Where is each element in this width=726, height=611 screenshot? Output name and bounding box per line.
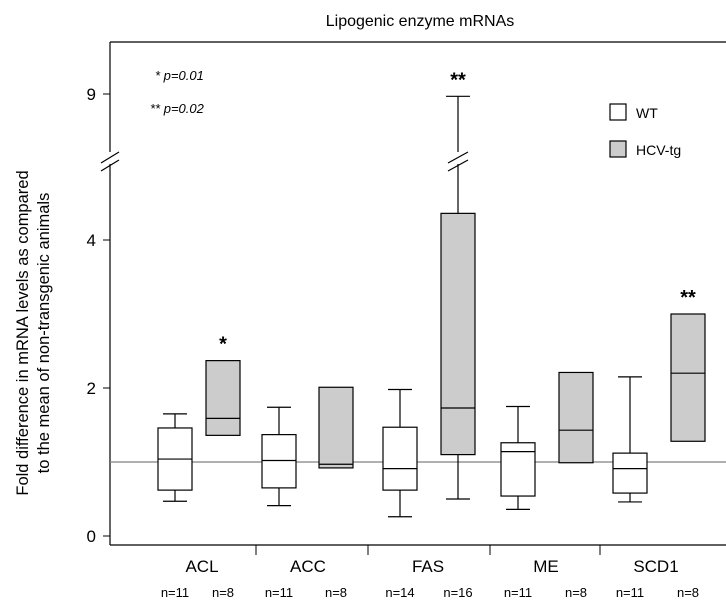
- box-acl-hcv-tg: [205, 360, 241, 436]
- box-body: [440, 212, 476, 456]
- box-body: [558, 371, 594, 464]
- y-tick-label: 0: [87, 527, 96, 546]
- box-body: [261, 434, 297, 489]
- sample-size-label: n=11: [161, 585, 189, 600]
- y-axis-label: Fold difference in mRNA levels as compar…: [14, 170, 53, 495]
- box-scd1-hcv-tg: [670, 313, 706, 442]
- box-body: [318, 386, 354, 469]
- category-label: ME: [533, 557, 559, 576]
- sample-size-label: n=8: [212, 585, 234, 600]
- legend-swatch-wt: [609, 103, 627, 121]
- y-axis-label-line-1: Fold difference in mRNA levels as compar…: [14, 170, 32, 495]
- y-tick-label: 4: [87, 231, 96, 250]
- sample-size-label: n=16: [443, 585, 472, 600]
- whisker-break-line: [447, 151, 469, 164]
- x-ticks: [255, 545, 601, 555]
- box-body: [500, 442, 536, 497]
- y-axis-break-marks: [100, 151, 120, 172]
- category-label: ACC: [290, 557, 326, 576]
- category-label: ACL: [185, 557, 218, 576]
- sample-size-label: n=8: [325, 585, 347, 600]
- legend-swatch-hcv-tg: [609, 140, 627, 158]
- legend: WT HCV-tg: [609, 103, 681, 158]
- p-value-note-2: ** p=0.02: [150, 101, 205, 116]
- sample-size-label: n=14: [385, 585, 414, 600]
- box-scd1-wt: [612, 376, 648, 503]
- box-body: [205, 360, 241, 436]
- significance-marker: **: [680, 287, 696, 309]
- sample-size-label: n=8: [677, 585, 699, 600]
- y-tick-label: 9: [87, 85, 96, 104]
- box-me-wt: [500, 405, 536, 510]
- whisker-break-line: [447, 159, 469, 172]
- significance-marker: *: [219, 334, 227, 356]
- y-ticks: 0 2 4 9: [87, 85, 110, 546]
- sample-size-label: n=11: [616, 585, 644, 600]
- box-me-hcv-tg: [558, 371, 594, 464]
- box-body: [382, 426, 418, 491]
- significance-marker: **: [450, 69, 466, 91]
- legend-label-wt: WT: [636, 105, 658, 121]
- box-body: [670, 313, 706, 442]
- chart-title: Lipogenic enzyme mRNAs: [326, 13, 515, 30]
- category-label: FAS: [412, 557, 444, 576]
- p-value-note-1: * p=0.01: [155, 68, 204, 83]
- sample-size-label: n=11: [265, 585, 293, 600]
- box-acl-wt: [157, 413, 193, 502]
- legend-label-hcv-tg: HCV-tg: [636, 142, 681, 158]
- box-fas-wt: [382, 388, 418, 518]
- box-body: [612, 452, 648, 494]
- sample-size-label: n=11: [504, 585, 532, 600]
- y-axis-label-line-2: to the mean of non-transgenic animals: [35, 193, 53, 474]
- category-label: SCD1: [633, 557, 678, 576]
- box-acc-hcv-tg: [318, 386, 354, 469]
- box-acc-wt: [261, 406, 297, 507]
- y-tick-label: 2: [87, 379, 96, 398]
- sample-size-label: n=8: [565, 585, 587, 600]
- whisker-break-marks: [447, 151, 469, 172]
- plot-area: n=11 n=8 * ACL n=11 n=8 ACC n=14 n=16 ** FAS n=11 n=…: [110, 69, 726, 600]
